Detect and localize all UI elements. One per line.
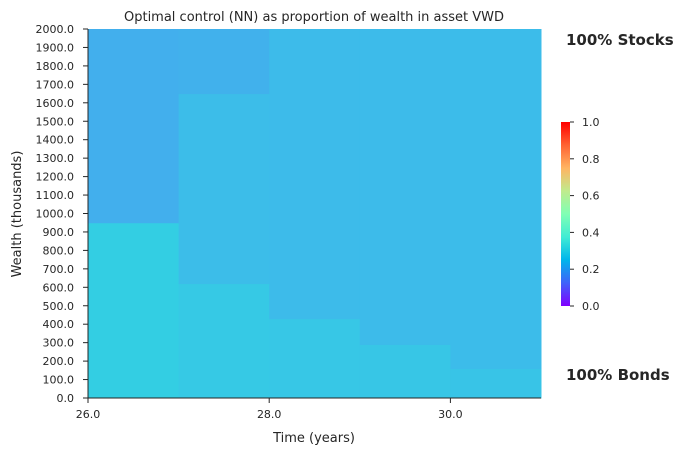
x-axis-label: Time (years) — [272, 431, 355, 446]
heatmap-cell — [269, 318, 361, 399]
y-tick-label: 700.0 — [43, 263, 75, 276]
colorbar-tick-label: 0.8 — [582, 153, 600, 166]
y-tick-label: 1600.0 — [36, 97, 75, 110]
y-tick-label: 500.0 — [43, 300, 75, 313]
chart-title: Optimal control (NN) as proportion of we… — [124, 10, 504, 25]
x-tick-label: 26.0 — [76, 408, 101, 421]
colorbar-gradient — [561, 122, 570, 306]
y-tick-label: 100.0 — [43, 374, 75, 387]
heatmap-cells — [88, 29, 542, 399]
colorbar: 0.0 0.2 0.4 0.6 0.8 1.0 — [561, 116, 600, 313]
colorbar-tick-label: 0.4 — [582, 226, 600, 239]
y-tick-label: 1300.0 — [36, 152, 75, 165]
y-tick-label: 1900.0 — [36, 41, 75, 54]
y-tick-label: 1700.0 — [36, 78, 75, 91]
heatmap-cell — [359, 344, 451, 399]
y-tick-label: 1000.0 — [36, 208, 75, 221]
heatmap-cell — [269, 29, 361, 320]
colorbar-ticks: 0.0 0.2 0.4 0.6 0.8 1.0 — [570, 116, 600, 313]
colorbar-tick-label: 0.0 — [582, 300, 600, 313]
x-tick-label: 30.0 — [438, 408, 463, 421]
y-tick-label: 1500.0 — [36, 115, 75, 128]
annotation-bottom: 100% Bonds — [566, 366, 670, 384]
y-tick-label: 200.0 — [43, 355, 75, 368]
y-axis-label: Wealth (thousands) — [10, 151, 25, 278]
y-tick-label: 400.0 — [43, 318, 75, 331]
heatmap-cell — [178, 283, 270, 399]
colorbar-tick-label: 1.0 — [582, 116, 600, 129]
y-tick-label: 2000.0 — [36, 23, 75, 36]
colorbar-tick-label: 0.2 — [582, 263, 600, 276]
heatmap-cell — [88, 29, 180, 224]
y-tick-label: 1400.0 — [36, 134, 75, 147]
heatmap-cell — [178, 93, 270, 285]
y-tick-label: 800.0 — [43, 244, 75, 257]
heatmap-cell — [450, 368, 542, 399]
y-tick-label: 1100.0 — [36, 189, 75, 202]
y-tick-label: 0.0 — [57, 392, 75, 405]
annotation-top: 100% Stocks — [566, 31, 674, 49]
y-tick-label: 900.0 — [43, 226, 75, 239]
heatmap-cell — [88, 222, 180, 399]
colorbar-tick-label: 0.6 — [582, 190, 600, 203]
y-axis: 0.0 100.0 200.0 300.0 400.0 500.0 600.0 700.0 80… — [36, 23, 89, 405]
heatmap-cell — [450, 29, 542, 369]
heatmap-cell — [178, 29, 270, 95]
x-axis: 26.0 28.0 30.0 — [76, 397, 541, 421]
heatmap-cell — [359, 29, 451, 345]
y-tick-label: 1200.0 — [36, 171, 75, 184]
y-tick-label: 300.0 — [43, 337, 75, 350]
x-tick-label: 28.0 — [257, 408, 282, 421]
y-tick-label: 1800.0 — [36, 60, 75, 73]
y-tick-label: 600.0 — [43, 281, 75, 294]
